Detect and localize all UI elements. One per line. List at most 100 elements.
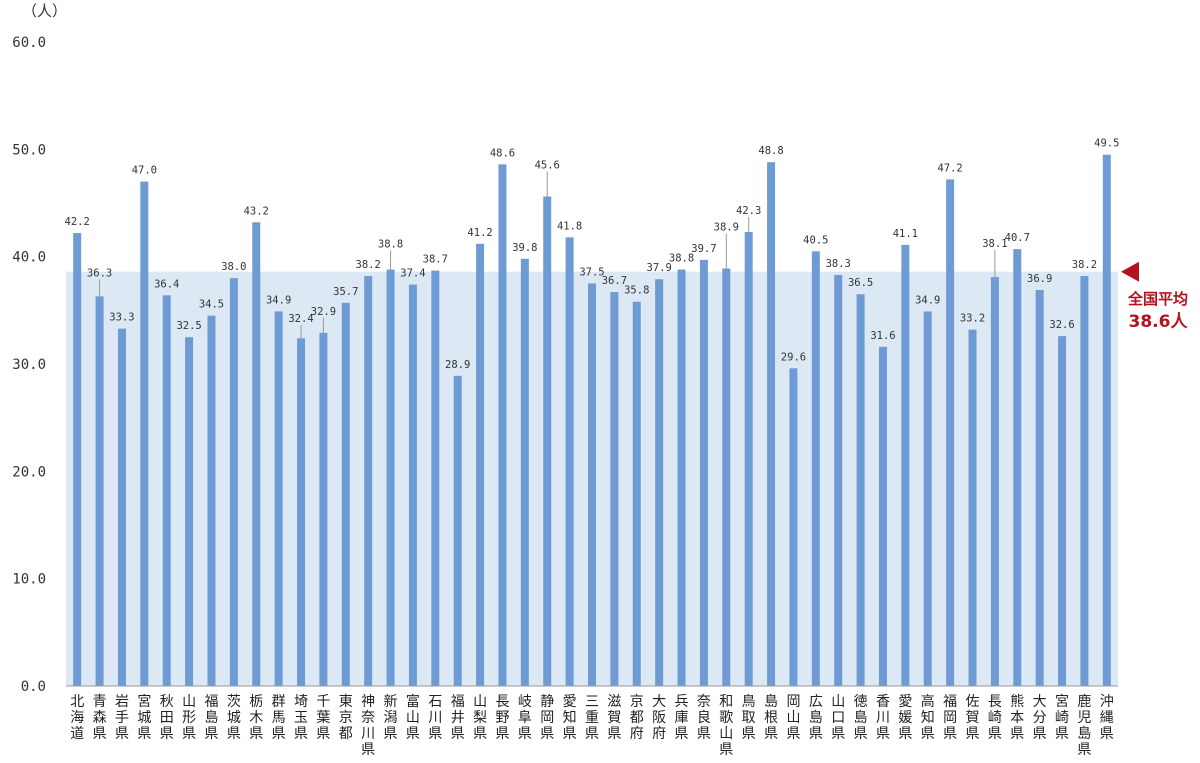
data-label: 34.9 — [266, 294, 291, 306]
category-label: 群馬県 — [272, 694, 286, 742]
category-label: 宮城県 — [137, 694, 151, 742]
bar — [297, 338, 306, 686]
bar — [95, 296, 104, 686]
bar — [520, 258, 529, 686]
data-label: 38.8 — [669, 253, 694, 265]
data-label: 34.9 — [915, 294, 940, 306]
bar — [1058, 336, 1067, 686]
bar — [811, 251, 820, 687]
category-label: 福島県 — [204, 694, 218, 742]
y-axis-unit-label: （人） — [22, 2, 67, 20]
bar — [744, 231, 753, 687]
category-label: 山形県 — [182, 694, 196, 742]
bar — [834, 274, 843, 686]
data-label: 32.5 — [176, 320, 201, 332]
category-label: 新潟県 — [384, 694, 398, 742]
category-label: 千葉県 — [316, 694, 330, 742]
bar — [923, 311, 932, 686]
category-label: 三重県 — [585, 694, 599, 742]
bar — [990, 277, 999, 686]
bar — [588, 283, 596, 686]
category-label: 富山県 — [406, 693, 420, 742]
category-label: 岡山県 — [786, 694, 800, 742]
data-label: 48.8 — [758, 145, 783, 157]
category-label: 福岡県 — [943, 694, 957, 742]
bar — [699, 259, 708, 686]
data-label: 29.6 — [781, 351, 806, 363]
data-label: 32.4 — [288, 313, 313, 325]
data-label: 49.5 — [1094, 138, 1119, 150]
category-label: 静岡県 — [540, 694, 554, 742]
data-label: 37.9 — [647, 262, 672, 274]
bar — [767, 162, 776, 687]
data-label: 35.7 — [333, 286, 358, 298]
category-label: 佐賀県 — [966, 694, 980, 742]
category-label: 宮崎県 — [1055, 694, 1069, 742]
y-tick-label: 60.0 — [12, 35, 46, 51]
data-label: 37.4 — [400, 268, 425, 280]
data-label: 40.5 — [803, 234, 828, 246]
category-label: 東京都 — [339, 694, 353, 742]
data-label: 42.3 — [736, 205, 761, 217]
data-label: 38.7 — [423, 254, 448, 266]
data-label: 42.2 — [65, 216, 90, 228]
category-label: 埼玉県 — [294, 694, 308, 742]
category-label: 京都府 — [630, 694, 644, 742]
bar — [408, 284, 417, 686]
bar — [431, 270, 440, 686]
data-label: 40.7 — [1005, 232, 1030, 244]
category-label: 秋田県 — [160, 694, 174, 742]
data-label: 38.3 — [826, 258, 851, 270]
y-tick-label: 50.0 — [12, 142, 46, 158]
data-label: 39.7 — [691, 243, 716, 255]
category-label: 兵庫県 — [675, 694, 689, 742]
bar — [946, 179, 955, 687]
data-label: 38.1 — [982, 238, 1007, 250]
data-label: 36.4 — [154, 278, 179, 290]
bar — [565, 237, 574, 686]
data-label: 43.2 — [244, 205, 269, 217]
average-label-title: 全国平均 — [1127, 290, 1188, 308]
category-label: 徳島県 — [854, 694, 868, 742]
bar — [901, 244, 910, 687]
bar — [252, 222, 261, 686]
data-label: 38.9 — [714, 221, 739, 233]
category-label: 神奈川県 — [361, 694, 375, 758]
bar — [610, 292, 619, 686]
data-label: 47.0 — [132, 165, 157, 177]
category-label: 沖縄県 — [1100, 694, 1114, 742]
bar — [498, 164, 507, 687]
bar — [117, 328, 126, 686]
category-label: 滋賀県 — [607, 694, 621, 742]
bar — [453, 375, 462, 686]
data-label: 41.8 — [557, 220, 582, 232]
category-label: 長崎県 — [988, 694, 1002, 742]
category-label: 愛媛県 — [898, 694, 912, 742]
data-label: 33.2 — [960, 313, 985, 325]
bar — [722, 268, 731, 686]
category-label: 奈良県 — [697, 694, 711, 742]
bar — [632, 301, 641, 686]
category-label: 岐阜県 — [518, 694, 532, 742]
data-label: 41.1 — [893, 228, 918, 240]
data-label: 36.9 — [1027, 273, 1052, 285]
y-axis-ticks: 0.0 10.0 20.0 30.0 40.0 50.0 60.0 — [12, 35, 46, 695]
bar — [856, 294, 865, 686]
data-label: 36.5 — [848, 277, 873, 289]
category-label: 島根県 — [764, 694, 778, 742]
data-label: 36.7 — [602, 275, 627, 287]
bar — [229, 278, 238, 686]
data-label: 32.9 — [311, 306, 336, 318]
data-label: 31.6 — [870, 330, 895, 342]
bar — [655, 279, 664, 686]
category-labels: 北海道青森県岩手県宮城県秋田県山形県福島県茨城県栃木県群馬県埼玉県千葉県東京都神… — [70, 693, 1114, 758]
category-label: 鹿児島県 — [1077, 693, 1091, 758]
bar — [364, 275, 373, 686]
category-label: 愛知県 — [563, 694, 577, 742]
data-label: 37.5 — [579, 267, 604, 279]
category-label: 青森県 — [93, 694, 107, 742]
data-label: 47.2 — [937, 162, 962, 174]
data-label: 39.8 — [512, 242, 537, 254]
category-label: 大分県 — [1033, 694, 1047, 742]
